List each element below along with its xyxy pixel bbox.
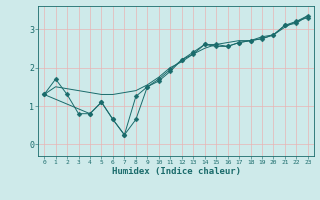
X-axis label: Humidex (Indice chaleur): Humidex (Indice chaleur) — [111, 167, 241, 176]
